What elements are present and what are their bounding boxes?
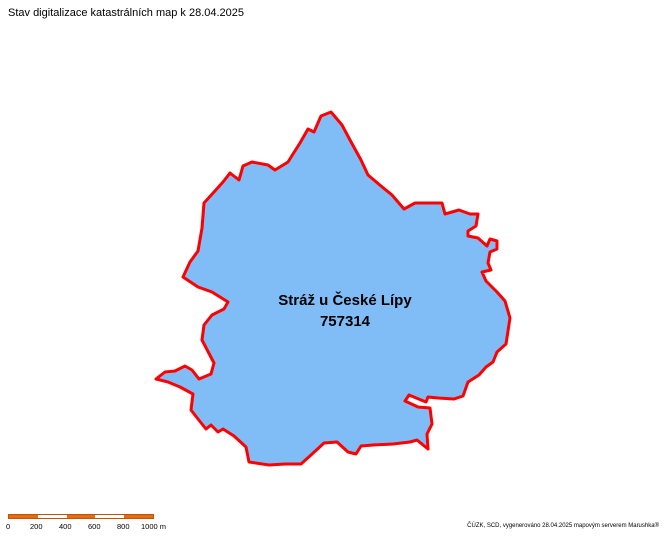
scale-segment bbox=[124, 515, 153, 518]
scale-labels: 0 200 400 600 800 1000 m bbox=[0, 522, 200, 534]
territory-code: 757314 bbox=[320, 313, 371, 330]
map-title: Stav digitalizace katastrálních map k 28… bbox=[8, 7, 245, 19]
scale-label: 0 bbox=[6, 522, 11, 531]
territory-polygon[interactable] bbox=[154, 110, 512, 467]
scale-label: 1000 m bbox=[141, 522, 167, 531]
scale-label: 600 bbox=[88, 522, 101, 531]
scale-segment bbox=[37, 515, 67, 518]
map-credit: ČÚZK, SCD, vygenerováno 28.04.2025 mapov… bbox=[467, 523, 659, 529]
scale-bar bbox=[8, 514, 154, 519]
territory-name: Stráž u České Lípy bbox=[278, 291, 412, 309]
scale-segment bbox=[9, 515, 38, 518]
scale-segment bbox=[95, 515, 125, 518]
scale-label: 200 bbox=[30, 522, 43, 531]
scale-label: 800 bbox=[117, 522, 130, 531]
scale-label: 400 bbox=[59, 522, 72, 531]
scale-segment bbox=[66, 515, 96, 518]
